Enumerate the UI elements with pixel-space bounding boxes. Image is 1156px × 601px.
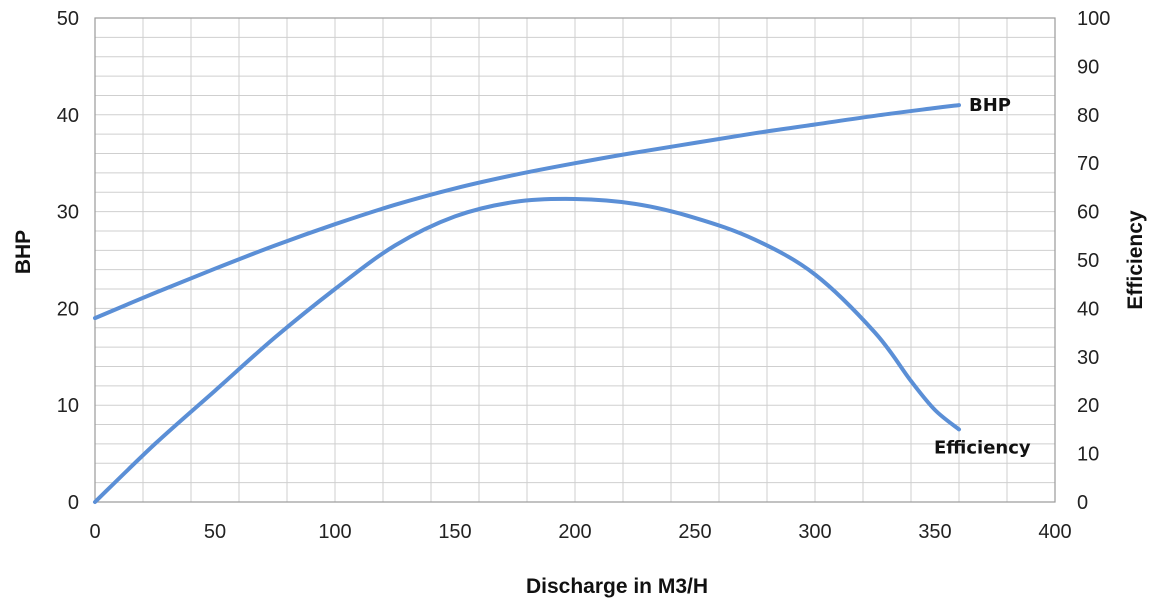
x-tick-label: 200 bbox=[558, 521, 591, 543]
efficiency-series-line bbox=[93, 196, 961, 504]
y2-tick-label: 80 bbox=[1077, 105, 1099, 127]
x-tick-label: 0 bbox=[89, 521, 100, 543]
x-tick-label: 100 bbox=[318, 521, 351, 543]
x-axis-title: Discharge in M3/H bbox=[526, 575, 708, 598]
efficiency-series-label: Efficiency bbox=[934, 437, 1031, 458]
y2-tick-labels: 0 10 20 30 40 50 60 70 80 90 100 bbox=[1077, 8, 1110, 514]
x-tick-label: 150 bbox=[438, 521, 471, 543]
y2-tick-label: 0 bbox=[1077, 492, 1088, 514]
y2-tick-label: 30 bbox=[1077, 347, 1099, 369]
x-tick-label: 300 bbox=[798, 521, 831, 543]
y2-tick-label: 100 bbox=[1077, 8, 1110, 30]
y2-tick-label: 10 bbox=[1077, 444, 1099, 466]
y2-tick-label: 70 bbox=[1077, 153, 1099, 175]
y-tick-label: 10 bbox=[57, 395, 79, 417]
y-tick-label: 0 bbox=[68, 492, 79, 514]
x-tick-label: 50 bbox=[204, 521, 226, 543]
bhp-series-label: BHP bbox=[969, 95, 1011, 116]
x-tick-label: 250 bbox=[678, 521, 711, 543]
y2-tick-label: 20 bbox=[1077, 395, 1099, 417]
x-tick-label: 400 bbox=[1038, 521, 1071, 543]
y-tick-label: 30 bbox=[57, 202, 79, 224]
series-labels: BHP Efficiency bbox=[934, 95, 1031, 458]
x-tick-label: 350 bbox=[918, 521, 951, 543]
y-tick-label: 40 bbox=[57, 105, 79, 127]
y2-tick-label: 60 bbox=[1077, 202, 1099, 224]
x-tick-labels: 0 50 100 150 200 250 300 350 400 bbox=[89, 521, 1071, 543]
series-lines bbox=[93, 103, 961, 504]
y-tick-label: 20 bbox=[57, 298, 79, 320]
y2-axis-title: Efficiency bbox=[1124, 210, 1147, 310]
grid bbox=[95, 18, 1055, 502]
plot-area-frame bbox=[94, 17, 1056, 503]
y-tick-labels: 0 10 20 30 40 50 bbox=[57, 8, 79, 514]
y-axis-title: BHP bbox=[12, 230, 35, 274]
y-tick-label: 50 bbox=[57, 8, 79, 30]
y2-tick-label: 50 bbox=[1077, 250, 1099, 272]
bhp-series-line bbox=[93, 103, 961, 321]
y2-tick-label: 90 bbox=[1077, 56, 1099, 78]
y2-tick-label: 40 bbox=[1077, 298, 1099, 320]
